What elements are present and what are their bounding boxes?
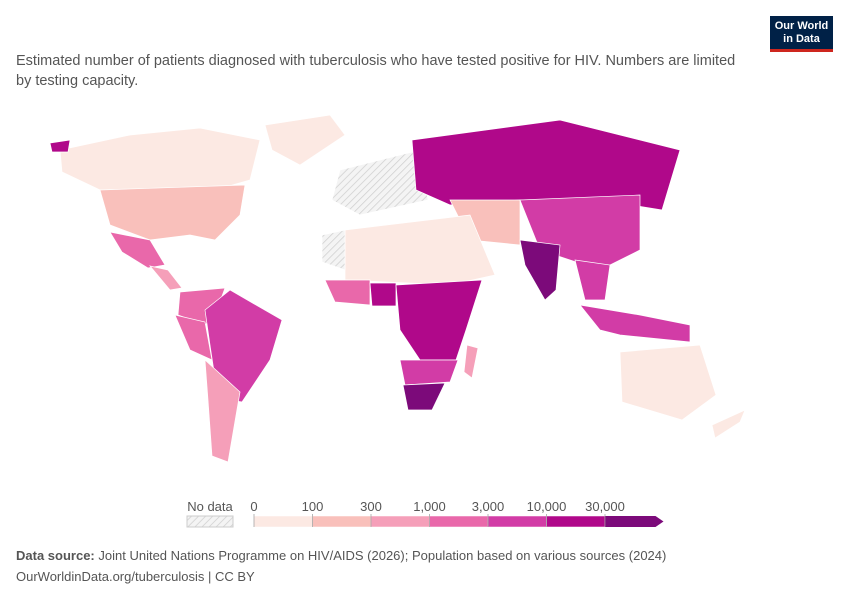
legend-tick-label: 3,000 <box>472 499 505 514</box>
country[interactable] <box>174 314 213 361</box>
country[interactable] <box>204 289 283 403</box>
country[interactable] <box>619 344 717 421</box>
no-data-label: No data <box>187 499 233 514</box>
legend-tick-label: 10,000 <box>527 499 567 514</box>
url[interactable]: OurWorldinData.org/tuberculosis | CC BY <box>16 569 255 584</box>
country[interactable] <box>579 304 691 343</box>
country[interactable] <box>711 409 746 439</box>
legend-tick-label: 0 <box>250 499 257 514</box>
country[interactable] <box>204 359 241 463</box>
country[interactable] <box>344 214 496 286</box>
country[interactable] <box>109 231 166 269</box>
legend-bin <box>312 515 372 528</box>
country[interactable] <box>59 127 261 191</box>
country[interactable] <box>321 229 346 271</box>
country[interactable] <box>402 382 446 411</box>
countries <box>49 114 746 463</box>
legend-bin <box>429 515 489 528</box>
legend-tick-label: 100 <box>302 499 324 514</box>
logo[interactable]: Our World in Data <box>770 16 833 52</box>
source: Data source: Joint United Nations Progra… <box>16 548 666 563</box>
country[interactable] <box>49 139 71 153</box>
country[interactable] <box>399 359 459 386</box>
country[interactable] <box>99 184 246 241</box>
country[interactable] <box>519 239 561 301</box>
source-label: Data source: <box>16 548 95 563</box>
source-text: Joint United Nations Programme on HIV/AI… <box>98 548 667 563</box>
country[interactable] <box>463 344 479 379</box>
legend: 0 100 300 1,000 3,000 10,000 30,000 <box>250 499 664 528</box>
legend-bin <box>487 515 547 528</box>
country[interactable] <box>324 279 371 306</box>
legend-bin <box>370 515 430 528</box>
legend-bin <box>546 515 606 528</box>
logo-line: in Data <box>783 33 820 45</box>
title: Estimated number of patients diagnosed w… <box>16 53 736 89</box>
legend-tick-label: 300 <box>360 499 382 514</box>
legend-tick-label: 1,000 <box>413 499 446 514</box>
country[interactable] <box>149 265 183 291</box>
country[interactable] <box>574 259 611 301</box>
country[interactable] <box>369 282 397 307</box>
legend-bin <box>253 515 313 528</box>
country[interactable] <box>331 149 429 216</box>
legend-bin <box>605 516 664 527</box>
legend-tick-label: 30,000 <box>585 499 625 514</box>
logo-line: Our World <box>774 20 829 32</box>
country[interactable] <box>264 114 346 166</box>
no-data-swatch <box>186 515 234 528</box>
